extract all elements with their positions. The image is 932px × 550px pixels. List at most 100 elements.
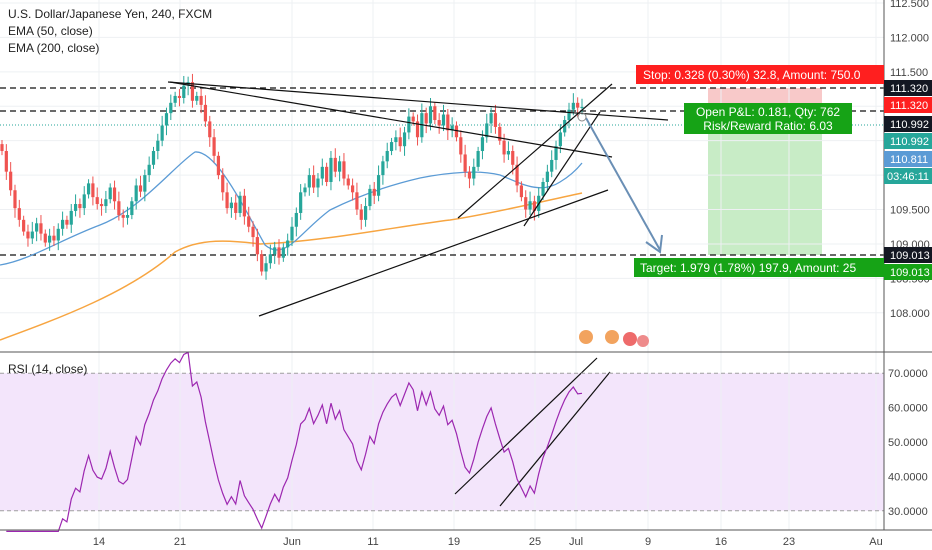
candle-body [407,116,411,133]
candle-body [394,137,398,143]
candle-body [541,181,545,196]
candle-body [290,226,294,241]
price-tick-label: 111.500 [890,67,928,79]
candle-body [177,95,182,99]
candle-body [428,106,433,124]
time-axis[interactable]: 14 21 Jun 11 19 25 Jul 9 16 23 Au [93,536,883,548]
candle-body [56,228,60,241]
rsi-tick-label: 50.0000 [888,437,928,449]
candle-body [493,113,498,127]
price-tick-label: 108.000 [890,308,930,320]
candle-body [35,223,39,232]
candle-body [372,188,376,196]
candle-body [156,140,160,152]
candle-body [359,209,363,220]
candle-body [104,199,108,207]
candle-body [459,137,463,155]
candle-body [117,201,121,216]
candle-body [424,113,428,124]
ema200-legend[interactable]: EMA (200, close) [8,41,100,55]
candle-body [125,215,130,218]
candle-body [121,215,125,218]
candle-body [173,95,177,103]
rsi-legend[interactable]: RSI (14, close) [8,362,88,376]
candle-body [212,137,216,156]
candle-body [506,151,511,155]
candle-body [576,102,580,108]
badge-countdown-bg [884,168,932,184]
economic-event-icons [579,330,649,347]
rsi-line [6,351,583,532]
price-tick-label: 112.500 [890,0,929,10]
price-tick-label: 112.000 [890,32,929,44]
channel-lower [523,111,601,227]
candle-body [415,121,420,138]
badge-level-low-bg [884,247,932,263]
ema50-line [0,151,583,266]
badge-level-high-bg [884,80,932,96]
candle-body [95,197,99,205]
rsi-tick-label: 60.0000 [888,403,928,415]
candle-body [238,195,242,213]
candle-body [247,216,251,227]
candle-body [567,109,571,121]
rsi-tick-label: 30.0000 [888,506,928,518]
candle-body [316,178,320,188]
badge-countdown: 03:46:11 [887,171,929,183]
candle-body [17,208,21,220]
candle-body [363,206,368,220]
chart-legend: U.S. Dollar/Japanese Yen, 240, FXCM EMA … [8,6,212,57]
candle-body [511,151,515,165]
time-tick-label: Jul [569,536,583,548]
candle-body [294,212,298,227]
candles [0,73,584,280]
badge-last-price-bg [884,116,932,132]
candle-body [502,140,506,155]
candle-body [60,219,65,229]
trendline-lower [258,189,609,317]
candle-body [350,185,355,193]
rsi-axis[interactable]: 70.0000 60.0000 50.0000 40.0000 30.0000 [888,368,928,518]
candle-body [329,157,333,182]
trendline-upper-2 [169,81,613,158]
candle-body [312,175,316,188]
candle-body [160,125,164,141]
candle-body [389,142,394,152]
candle-body [26,231,30,239]
badge-last-price-dup-bg [884,133,932,149]
pnl-label[interactable]: Open P&L: 0.181, Qty: 762 [696,105,840,119]
time-tick-label: 9 [645,536,651,548]
candle-body [190,82,195,101]
candle-body [199,95,203,105]
ema50-legend[interactable]: EMA (50, close) [8,24,93,38]
candle-body [264,263,268,272]
candle-body [147,164,151,176]
badge-level-high-dup-bg [884,97,932,113]
stop-label-bg [636,65,884,84]
candle-body [86,183,91,195]
stop-label[interactable]: Stop: 0.328 (0.30%) 32.8, Amount: 750.0 [643,68,861,82]
candle-body [203,104,208,122]
candle-body [277,247,281,258]
candle-body [333,157,337,172]
candle-body [463,154,467,172]
candle-body [216,155,221,176]
candle-body [402,132,407,147]
candle-body [437,120,441,126]
badge-level-high: 111.320 [890,83,928,95]
badge-level-low-dup-bg [884,264,932,280]
candle-body [524,197,528,210]
target-label[interactable]: Target: 1.979 (1.78%) 197.9, Amount: 25 [640,261,856,275]
candle-body [385,151,389,162]
candle-body [78,204,82,209]
candle-body [411,116,415,122]
candle-body [355,192,359,210]
candle-body [4,151,8,172]
symbol-title[interactable]: U.S. Dollar/Japanese Yen, 240, FXCM [8,7,213,21]
rsi-band [0,373,884,511]
candle-body [303,187,307,193]
rr-label[interactable]: Risk/Reward Ratio: 6.03 [703,119,833,133]
candle-body [151,151,156,165]
badge-level-high-dup: 111.320 [890,100,928,112]
